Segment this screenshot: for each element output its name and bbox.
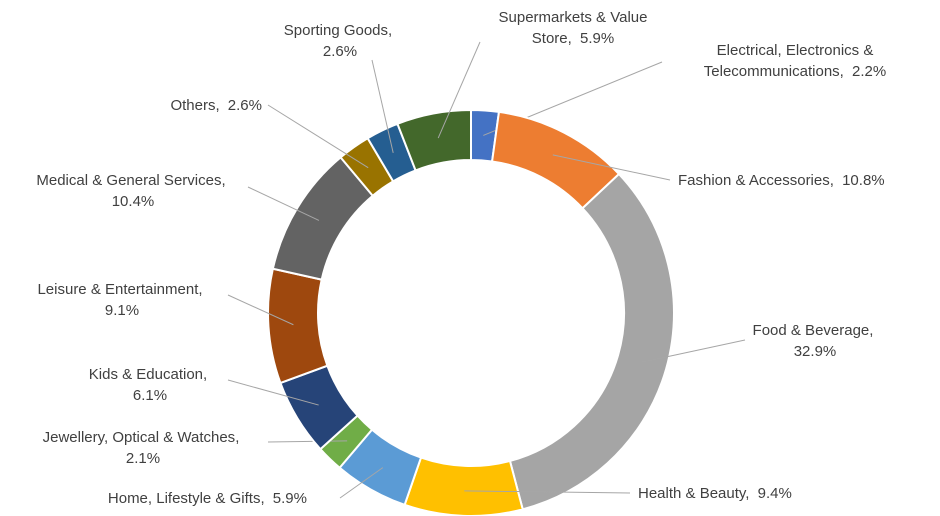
category-label: Leisure & Entertainment bbox=[37, 281, 202, 298]
value-label: 9.4% bbox=[757, 485, 792, 502]
data-label: Electrical, Electronics & Telecommunicat… bbox=[683, 40, 908, 82]
value-label: 32.9% bbox=[793, 343, 837, 360]
category-label: Sporting Goods bbox=[284, 22, 392, 39]
donut-slice bbox=[267, 267, 329, 385]
data-label: Supermarkets & Value Store 5.9% bbox=[498, 7, 648, 49]
data-label: Kids & Education 6.1% bbox=[80, 364, 220, 406]
value-label: 10.8% bbox=[842, 172, 885, 189]
leader-line bbox=[371, 59, 394, 154]
data-label: Jewellery, Optical & Watches 2.1% bbox=[26, 427, 261, 469]
data-label: Health & Beauty 9.4% bbox=[638, 483, 792, 504]
category-label: Home, Lifestyle & Gifts bbox=[108, 490, 265, 507]
leader-line bbox=[552, 154, 671, 181]
leader-line bbox=[339, 467, 384, 499]
donut-slice bbox=[396, 108, 472, 172]
value-label: 5.9% bbox=[272, 490, 307, 507]
value-label: 2.6% bbox=[322, 43, 358, 60]
leader-line bbox=[464, 490, 631, 494]
value-label: 2.2% bbox=[852, 63, 887, 80]
leader-line bbox=[227, 294, 294, 326]
data-label: Food & Beverage 32.9% bbox=[745, 320, 885, 362]
category-label: Food & Beverage bbox=[753, 322, 874, 339]
leader-line bbox=[267, 440, 348, 443]
category-label: Supermarkets & Value Store bbox=[499, 9, 648, 47]
value-label: 10.4% bbox=[111, 193, 155, 210]
category-label: Kids & Education bbox=[89, 366, 207, 383]
value-label: 9.1% bbox=[104, 302, 140, 319]
data-label: Sporting Goods 2.6% bbox=[278, 20, 403, 62]
donut-slice bbox=[403, 456, 524, 516]
leader-line bbox=[267, 104, 369, 169]
data-label: Leisure & Entertainment 9.1% bbox=[25, 279, 220, 321]
data-label: Others 2.6% bbox=[170, 95, 262, 116]
category-label: Medical & General Services bbox=[36, 172, 225, 189]
category-label: Health & Beauty bbox=[638, 485, 749, 502]
category-label: Others bbox=[170, 97, 219, 114]
category-label: Fashion & Accessories bbox=[678, 172, 834, 189]
value-label: 2.1% bbox=[125, 450, 161, 467]
leader-line bbox=[227, 379, 319, 406]
data-label: Medical & General Services 10.4% bbox=[21, 170, 246, 212]
donut-slice bbox=[508, 172, 675, 511]
category-label: Electrical, Electronics & Telecommunicat… bbox=[704, 42, 874, 80]
leader-line bbox=[247, 186, 320, 221]
value-label: 2.6% bbox=[227, 97, 262, 114]
data-label: Home, Lifestyle & Gifts 5.9% bbox=[108, 488, 307, 509]
leader-line bbox=[437, 41, 481, 139]
leader-line bbox=[641, 339, 746, 363]
data-label: Fashion & Accessories 10.8% bbox=[678, 170, 885, 191]
value-label: 6.1% bbox=[132, 387, 168, 404]
category-label: Jewellery, Optical & Watches bbox=[43, 429, 240, 446]
value-label: 5.9% bbox=[580, 30, 615, 47]
